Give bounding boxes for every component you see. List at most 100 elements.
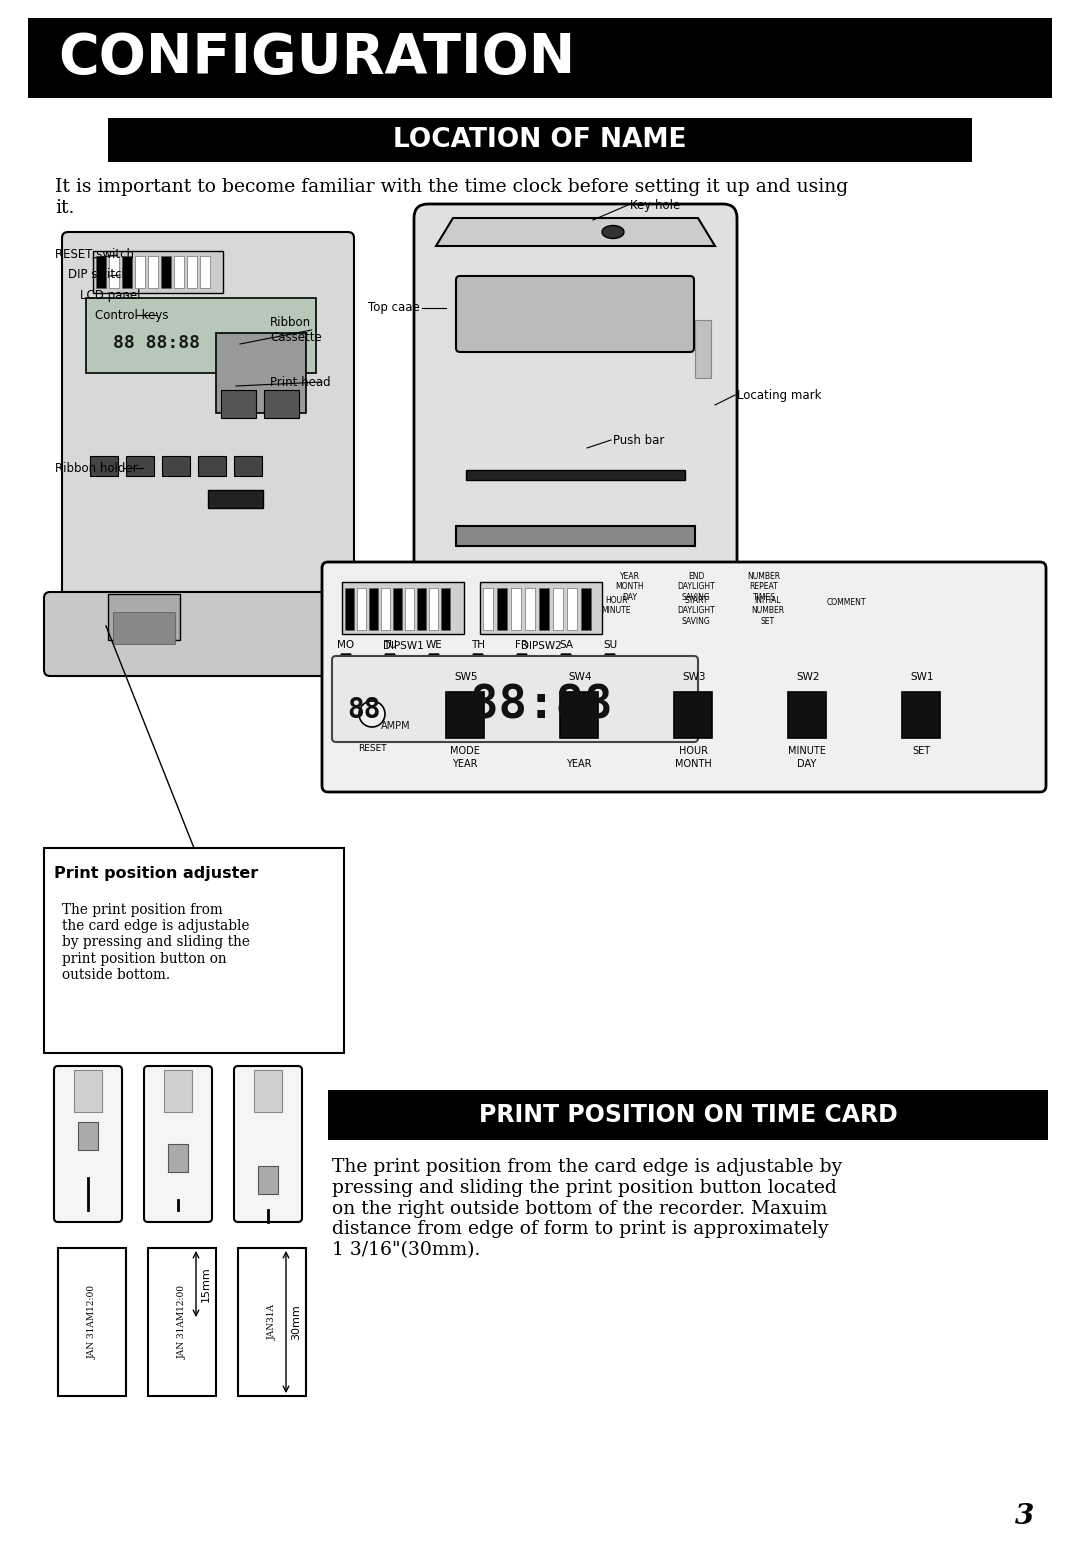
Bar (174, 256, 184, 287)
Bar (345, 587, 354, 629)
Text: CONFIGURATION: CONFIGURATION (58, 31, 576, 85)
Text: SW5: SW5 (455, 671, 477, 682)
Bar (135, 256, 145, 287)
Text: TU: TU (383, 640, 396, 650)
Bar (90, 455, 118, 476)
Text: SW2: SW2 (796, 671, 820, 682)
Bar (525, 587, 535, 629)
Bar (258, 1166, 278, 1193)
Text: DIPSW2: DIPSW2 (521, 640, 562, 651)
Text: JAN31A: JAN31A (268, 1304, 276, 1340)
Circle shape (359, 701, 384, 727)
Bar (109, 256, 119, 287)
Bar (28, 19, 1052, 98)
Text: NUMBER
REPEAT
TIMES: NUMBER REPEAT TIMES (747, 572, 781, 601)
Bar (221, 390, 256, 418)
FancyBboxPatch shape (322, 563, 1047, 793)
Bar (429, 587, 438, 629)
Text: Control keys: Control keys (95, 309, 168, 322)
FancyBboxPatch shape (332, 656, 698, 741)
Bar (441, 587, 450, 629)
Bar (208, 490, 264, 508)
Text: Locating mark: Locating mark (737, 388, 822, 401)
Bar (148, 1248, 216, 1395)
Bar (511, 587, 521, 629)
Bar (369, 587, 378, 629)
Text: JAN 31AM12:00: JAN 31AM12:00 (177, 1285, 187, 1360)
Polygon shape (341, 654, 351, 662)
Text: TH: TH (471, 640, 485, 650)
Text: It is important to become familiar with the time clock before setting it up and : It is important to become familiar with … (55, 179, 848, 218)
Text: Print head: Print head (270, 376, 330, 388)
Bar (393, 587, 402, 629)
Polygon shape (678, 726, 688, 733)
Bar (113, 612, 175, 643)
Bar (264, 390, 299, 418)
Bar (187, 256, 197, 287)
Text: 88:88: 88:88 (470, 684, 612, 729)
Bar (480, 583, 602, 634)
Bar (465, 469, 685, 480)
Bar (581, 587, 591, 629)
Text: MODE: MODE (450, 746, 480, 755)
Bar (75, 1071, 102, 1113)
Text: 15mm: 15mm (201, 1267, 211, 1302)
Bar (446, 692, 484, 738)
Bar (44, 848, 345, 1054)
Polygon shape (517, 654, 527, 662)
Text: FR: FR (515, 640, 528, 650)
Polygon shape (561, 654, 571, 662)
Text: RESET: RESET (357, 744, 387, 754)
FancyBboxPatch shape (456, 277, 694, 353)
Bar (357, 587, 366, 629)
Text: PRINT POSITION ON TIME CARD: PRINT POSITION ON TIME CARD (478, 1103, 897, 1127)
Text: SA: SA (559, 640, 573, 650)
Text: 88: 88 (348, 696, 381, 724)
Text: Print position adjuster: Print position adjuster (54, 866, 258, 881)
Bar (216, 333, 306, 413)
Bar (238, 1248, 306, 1395)
Text: END
DAYLIGHT
SAVING: END DAYLIGHT SAVING (677, 572, 715, 601)
Text: HOUR: HOUR (678, 746, 707, 755)
Text: SET: SET (912, 746, 930, 755)
Bar (483, 587, 492, 629)
Bar (788, 692, 826, 738)
FancyBboxPatch shape (62, 232, 354, 664)
Bar (198, 455, 226, 476)
Text: MO: MO (337, 640, 354, 650)
Bar (696, 320, 711, 378)
Text: YEAR: YEAR (566, 758, 592, 769)
FancyBboxPatch shape (44, 592, 378, 676)
Bar (126, 455, 154, 476)
Polygon shape (384, 654, 395, 662)
Text: The print position from the card edge is adjustable by
pressing and sliding the : The print position from the card edge is… (332, 1158, 842, 1259)
Bar (200, 256, 210, 287)
Bar (108, 118, 972, 162)
Bar (96, 256, 106, 287)
Text: MINUTE: MINUTE (788, 746, 826, 755)
Bar (381, 587, 390, 629)
Text: 30mm: 30mm (291, 1304, 301, 1340)
FancyBboxPatch shape (54, 1066, 122, 1221)
Bar (234, 455, 262, 476)
Bar (328, 1089, 1048, 1141)
Bar (108, 594, 180, 640)
Text: SU: SU (603, 640, 617, 650)
Text: Push bar: Push bar (613, 434, 664, 446)
Bar (539, 587, 549, 629)
Bar (497, 587, 507, 629)
Text: SW1: SW1 (910, 671, 934, 682)
Bar (405, 587, 414, 629)
Text: START
DAYLIGHT
SAVING: START DAYLIGHT SAVING (677, 597, 715, 626)
Bar (58, 1248, 126, 1395)
Text: JAN 31AM12:00: JAN 31AM12:00 (87, 1285, 96, 1360)
Text: DIPSW1: DIPSW1 (382, 640, 423, 651)
Bar (567, 587, 577, 629)
Text: DIP switch: DIP switch (68, 269, 129, 281)
Polygon shape (436, 218, 715, 246)
Polygon shape (429, 654, 438, 662)
Text: WE: WE (426, 640, 443, 650)
FancyBboxPatch shape (234, 1066, 302, 1221)
Text: MONTH: MONTH (675, 758, 712, 769)
Text: YEAR
MONTH
DAY: YEAR MONTH DAY (616, 572, 645, 601)
